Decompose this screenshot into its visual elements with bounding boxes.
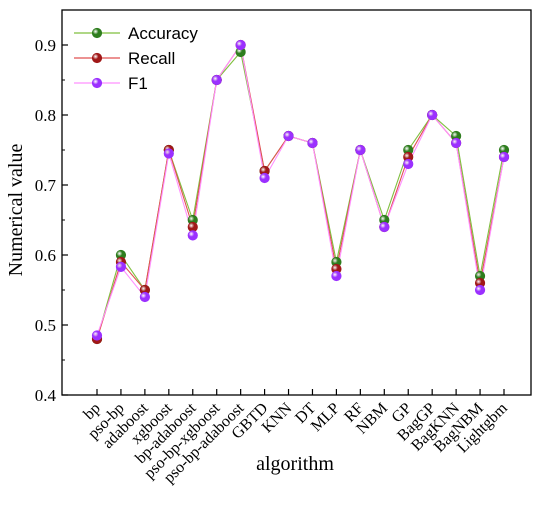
- series-line-f1: [96, 43, 505, 336]
- point-f1: [331, 270, 342, 282]
- point-f1: [283, 130, 294, 142]
- plot-frame: [61, 9, 532, 396]
- y-tick-label: 0.6: [35, 246, 56, 265]
- point-f1: [498, 151, 510, 163]
- point-f1: [139, 291, 150, 303]
- series-layer: [91, 39, 510, 345]
- point-f1: [355, 144, 366, 156]
- point-f1: [451, 137, 462, 149]
- y-tick-label: 0.9: [35, 36, 56, 55]
- legend-label-recall: Recall: [128, 49, 175, 68]
- point-f1: [427, 109, 438, 121]
- point-f1: [379, 221, 390, 233]
- point-f1: [307, 137, 318, 149]
- y-tick-label: 0.7: [35, 176, 57, 195]
- legend: Accuracy Recall F1: [74, 24, 198, 93]
- y-tick-label: 0.4: [35, 386, 57, 405]
- point-f1: [211, 74, 222, 86]
- point-f1: [403, 158, 414, 170]
- legend-marker-f1: [91, 77, 103, 89]
- point-f1: [187, 230, 198, 241]
- point-f1: [235, 39, 246, 51]
- y-axis-title: Numerical value: [5, 144, 27, 277]
- legend-label-f1: F1: [128, 74, 148, 93]
- point-f1: [91, 330, 103, 341]
- y-tick-label: 0.8: [35, 106, 56, 125]
- point-f1: [474, 284, 486, 296]
- legend-label-accuracy: Accuracy: [128, 24, 198, 43]
- legend-marker-recall: [91, 52, 103, 64]
- point-f1: [163, 148, 174, 159]
- y-tick-label: 0.5: [35, 316, 56, 335]
- legend-marker-accuracy: [91, 27, 103, 39]
- point-f1: [115, 261, 127, 273]
- point-f1: [259, 172, 270, 184]
- x-axis-title: algorithm: [256, 453, 334, 475]
